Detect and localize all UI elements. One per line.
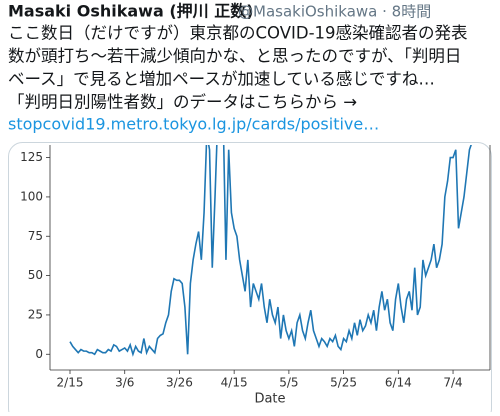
tweet-text: ベース」で見ると増加ペースが加速している感じですね… xyxy=(8,70,435,89)
x-tick-label: 2/15 xyxy=(57,376,84,390)
author-handle[interactable]: @MasakiOshikawa · 8時間 xyxy=(238,3,431,21)
x-tick-label: 3/26 xyxy=(166,376,193,390)
y-tick-label: 75 xyxy=(28,229,43,243)
x-tick-label: 5/25 xyxy=(330,376,357,390)
x-tick-label: 3/6 xyxy=(115,376,134,390)
x-tick-label: 6/14 xyxy=(385,376,412,390)
tweet-text: 「判明日別陽性者数」のデータはこちらから → xyxy=(8,92,357,112)
x-tick-label: 5/5 xyxy=(279,376,298,390)
tweet-text: 数が頭打ち〜若干減少傾向かな、と思ったのですが、「判明日 xyxy=(8,47,461,66)
y-tick-label: 25 xyxy=(28,307,43,321)
media-card[interactable] xyxy=(8,142,492,416)
tweet-link[interactable]: stopcovid19.metro.tokyo.lg.jp/cards/posi… xyxy=(8,115,379,134)
y-tick-label: 0 xyxy=(35,347,43,361)
x-tick-label: 4/15 xyxy=(221,376,248,390)
tweet-text: ここ数日（だけですが）東京都のCOVID-19感染確認者の発表 xyxy=(8,24,468,43)
data-line xyxy=(69,145,472,357)
author-name[interactable]: Masaki Oshikawa (押川 正数) xyxy=(8,2,254,21)
y-tick-label: 100 xyxy=(20,189,43,203)
x-axis-label: Date xyxy=(254,392,285,407)
y-tick-label: 125 xyxy=(20,150,43,164)
y-tick-label: 50 xyxy=(28,268,43,282)
x-tick-label: 7/4 xyxy=(443,376,462,390)
